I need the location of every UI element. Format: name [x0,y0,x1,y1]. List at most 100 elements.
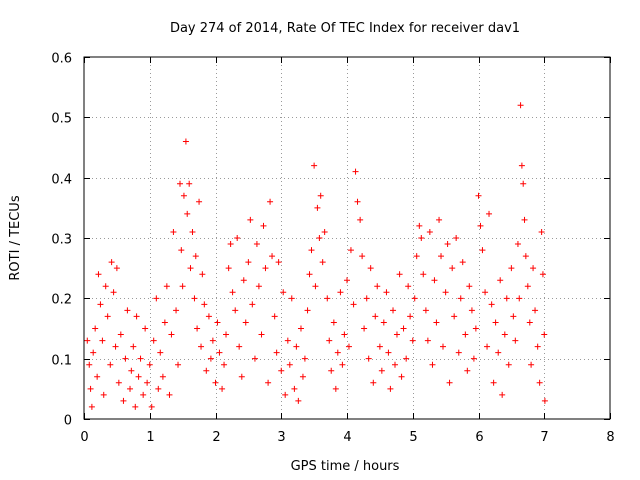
data-point [293,343,300,350]
data-point [321,228,328,235]
data-point [104,313,111,320]
data-point [411,295,418,302]
data-point [475,192,482,199]
data-point [490,379,497,386]
data-point [240,277,247,284]
data-point [367,265,374,272]
data-point [108,259,115,266]
data-point [140,391,147,398]
data-point [416,222,423,229]
data-point [326,337,333,344]
data-point [488,301,495,308]
data-point [166,391,173,398]
data-point [212,379,219,386]
data-point [472,325,479,332]
data-point [179,283,186,290]
x-tick-label: 4 [343,430,351,445]
data-point [457,295,464,302]
data-point [524,283,531,290]
grid-lines [84,57,610,419]
data-point [301,355,308,362]
data-point [352,168,359,175]
data-point [431,277,438,284]
data-point [479,247,486,254]
data-point [157,349,164,356]
data-point [110,289,117,296]
x-tick-label: 0 [80,430,88,445]
data-point [262,265,269,272]
data-point [376,343,383,350]
data-point [418,235,425,241]
data-point [107,361,114,368]
data-point [227,241,234,248]
data-point [350,301,357,308]
data-point [370,379,377,386]
data-point [187,265,194,272]
data-point [127,385,134,392]
data-point [97,301,104,308]
data-point [219,385,226,392]
data-point [344,277,350,284]
data-point [182,138,189,145]
data-point [142,325,149,332]
y-tick-label: 0.6 [51,52,72,67]
y-axis: 0 0.1 0.2 0.3 0.4 0.5 0.6 [51,52,610,429]
data-point [521,216,528,223]
data-point [253,241,260,248]
data-point [280,289,287,296]
data-point [249,301,256,308]
data-point [271,313,278,320]
data-point [232,307,239,314]
data-point [146,361,153,368]
y-axis-label: ROTI / TECUs [8,195,23,280]
data-point [390,307,397,314]
data-point [178,247,185,254]
data-point [426,228,433,235]
data-point [429,361,436,368]
data-point [238,373,245,380]
y-tick-label: 0.5 [51,112,72,127]
data-point [518,162,525,169]
data-point [168,331,175,338]
data-point [273,349,280,356]
x-tick-label: 2 [212,430,220,445]
data-point [214,319,221,326]
data-point [363,295,370,302]
data-point [198,343,205,350]
data-point [113,265,120,272]
data-point [409,337,416,344]
data-point [517,102,524,109]
data-point [317,192,324,199]
data-point [132,403,139,410]
data-point [163,283,170,290]
data-point [176,180,183,187]
data-point [495,349,502,356]
data-point [236,343,243,350]
data-point [520,180,527,187]
x-tick-label: 3 [277,430,285,445]
data-point [459,259,466,266]
data-point [117,331,124,338]
data-point [295,397,302,404]
x-tick-label: 7 [540,430,548,445]
data-point [510,313,517,320]
data-point [242,319,249,326]
data-point [334,349,341,356]
data-point [436,216,443,223]
data-point [86,361,93,368]
data-point [361,325,368,332]
data-point [175,361,182,368]
data-point [486,210,493,217]
data-point [324,295,331,302]
data-point [90,349,97,356]
data-point [385,349,392,356]
data-point [400,325,407,332]
data-point [189,228,196,235]
data-point [161,319,168,326]
y-tick-label: 0.4 [51,173,72,188]
data-point [497,277,504,284]
data-point [194,325,201,332]
x-tick-label: 6 [475,430,483,445]
data-point [464,367,471,374]
